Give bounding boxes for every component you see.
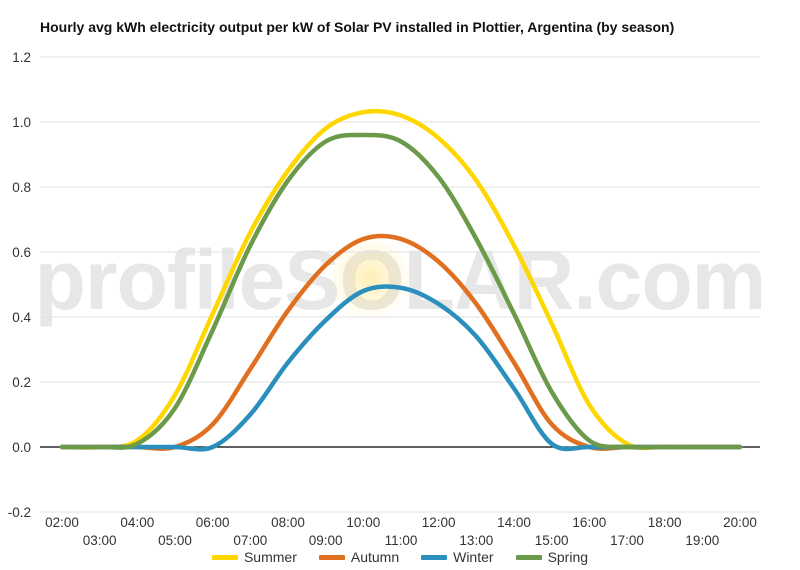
x-tick-label: 20:00 <box>723 515 757 530</box>
series-lines <box>59 108 743 452</box>
x-tick-label: 14:00 <box>497 515 531 530</box>
x-tick-label: 09:00 <box>309 533 343 548</box>
legend-item-summer: Summer <box>211 549 297 565</box>
x-tick-label: 18:00 <box>648 515 682 530</box>
legend-swatch <box>515 554 542 560</box>
x-tick-label: 10:00 <box>346 515 380 530</box>
y-tick-label: 1.2 <box>12 50 31 65</box>
legend: Summer Autumn Winter Spring <box>0 549 800 565</box>
series-line-summer <box>59 108 743 451</box>
y-tick-label: 0.4 <box>12 310 31 325</box>
legend-item-autumn: Autumn <box>318 549 400 565</box>
legend-swatch <box>318 554 345 560</box>
legend-label: Spring <box>547 549 589 565</box>
x-tick-label: 04:00 <box>120 515 154 530</box>
legend-item-winter: Winter <box>421 549 494 565</box>
x-tick-label: 08:00 <box>271 515 305 530</box>
x-tick-label: 16:00 <box>572 515 606 530</box>
y-tick-label: 0.0 <box>12 440 31 455</box>
y-tick-label: 1.0 <box>12 115 31 130</box>
chart-title: Hourly avg kWh electricity output per kW… <box>40 19 675 35</box>
gridlines <box>40 56 760 513</box>
x-tick-label: 15:00 <box>535 533 569 548</box>
x-tick-label: 02:00 <box>45 515 79 530</box>
x-tick-label: 19:00 <box>685 533 719 548</box>
x-tick-label: 07:00 <box>233 533 267 548</box>
x-tick-label: 17:00 <box>610 533 644 548</box>
legend-label: Summer <box>243 549 297 565</box>
y-tick-label: 0.8 <box>12 180 31 195</box>
series-line-spring <box>59 132 743 450</box>
x-tick-label: 03:00 <box>83 533 117 548</box>
x-tick-label: 11:00 <box>385 533 418 548</box>
legend-item-spring: Spring <box>515 549 589 565</box>
legend-swatch <box>421 554 448 560</box>
x-tick-label: 13:00 <box>459 533 493 548</box>
y-tick-label: 0.2 <box>12 375 31 390</box>
x-tick-label: 06:00 <box>196 515 230 530</box>
legend-swatch <box>211 554 238 560</box>
legend-label: Autumn <box>350 549 400 565</box>
x-tick-label: 05:00 <box>158 533 192 548</box>
legend-label: Winter <box>453 549 494 565</box>
x-tick-label: 12:00 <box>422 515 456 530</box>
y-tick-label: 0.6 <box>12 245 31 260</box>
y-axis: -0.2 0.0 0.2 0.4 0.6 0.8 1.0 1.2 <box>8 50 32 520</box>
y-tick-label: -0.2 <box>8 505 31 520</box>
